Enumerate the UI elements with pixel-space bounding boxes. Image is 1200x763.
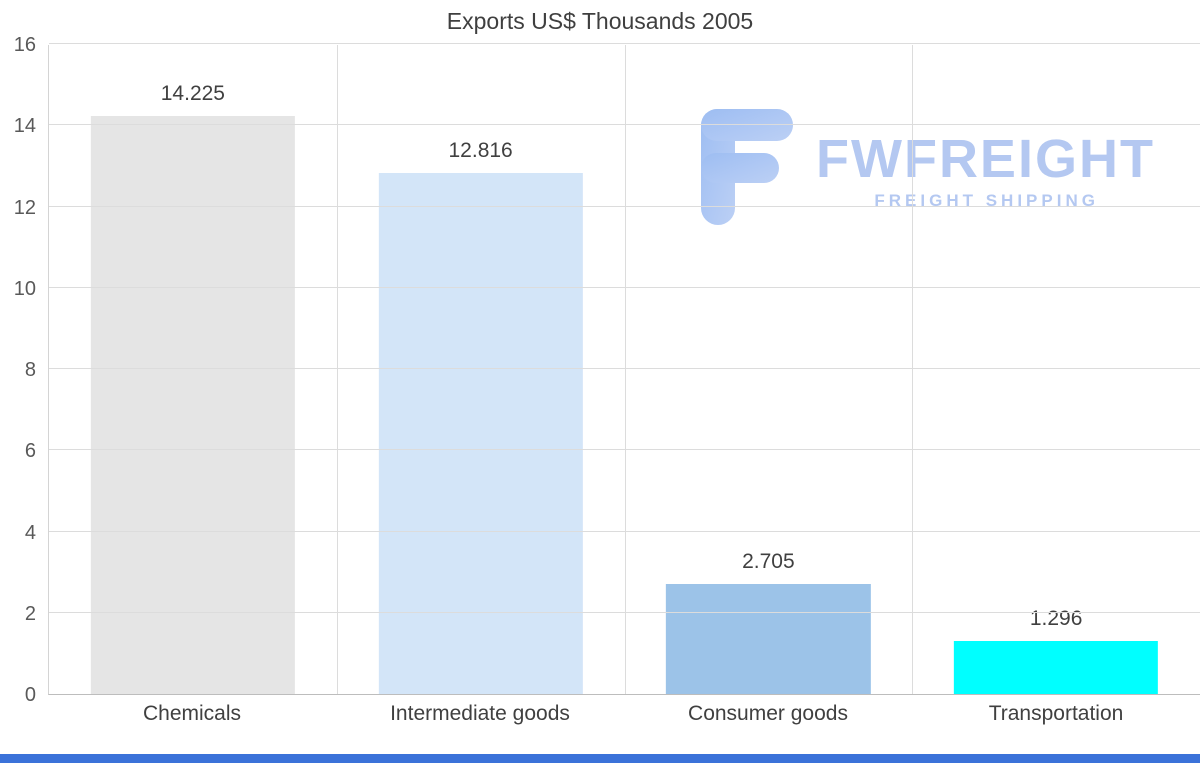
bar-slot: 2.705 (625, 45, 913, 694)
bar-value-label: 2.705 (742, 550, 795, 574)
vertical-gridline (912, 45, 914, 694)
bar-slot: 14.225 (49, 45, 337, 694)
y-tick-label: 2 (24, 602, 36, 625)
plot-area: 14.225 12.816 2.705 1.296 FWFREIGHT F (48, 43, 1200, 695)
vertical-gridline (624, 45, 626, 694)
bar-consumer-goods (666, 584, 871, 694)
x-axis-label: Transportation (988, 702, 1124, 725)
chart-title: Exports US$ Thousands 2005 (446, 8, 754, 34)
bar-value-label: 12.816 (448, 139, 513, 163)
x-axis-labels: Chemicals Intermediate goods Consumer good… (48, 702, 1200, 726)
bar-chart: 0 2 4 6 8 10 12 14 16 14.225 12.816 2.705 1.296 (0, 34, 1200, 706)
bar-slot: 1.296 (912, 45, 1200, 694)
bar-slot: 12.816 (337, 45, 625, 694)
y-tick-label: 12 (13, 196, 36, 219)
x-axis-label: Consumer goods (688, 702, 848, 725)
bar-transportation (953, 641, 1159, 694)
x-axis-label: Chemicals (142, 702, 242, 725)
y-tick-label: 4 (24, 521, 36, 544)
y-tick-label: 8 (24, 359, 36, 381)
x-axis-label: Intermediate goods (390, 702, 570, 725)
bar-chemicals (90, 116, 296, 694)
bar-value-label: 14.225 (160, 82, 225, 106)
y-axis: 0 2 4 6 8 10 12 14 16 (0, 34, 48, 706)
vertical-gridline (336, 45, 338, 694)
y-tick-label: 6 (24, 440, 36, 463)
y-tick-label: 14 (13, 115, 36, 138)
bar-intermediate-goods (378, 173, 583, 694)
bar-slots: 14.225 12.816 2.705 1.296 (49, 45, 1200, 694)
y-tick-label: 0 (24, 684, 36, 706)
bottom-strip (0, 754, 1200, 763)
bar-value-label: 1.296 (1029, 607, 1083, 631)
y-tick-label: 10 (13, 277, 36, 300)
horizontal-gridline (49, 43, 1200, 44)
y-tick-label: 16 (13, 34, 36, 56)
